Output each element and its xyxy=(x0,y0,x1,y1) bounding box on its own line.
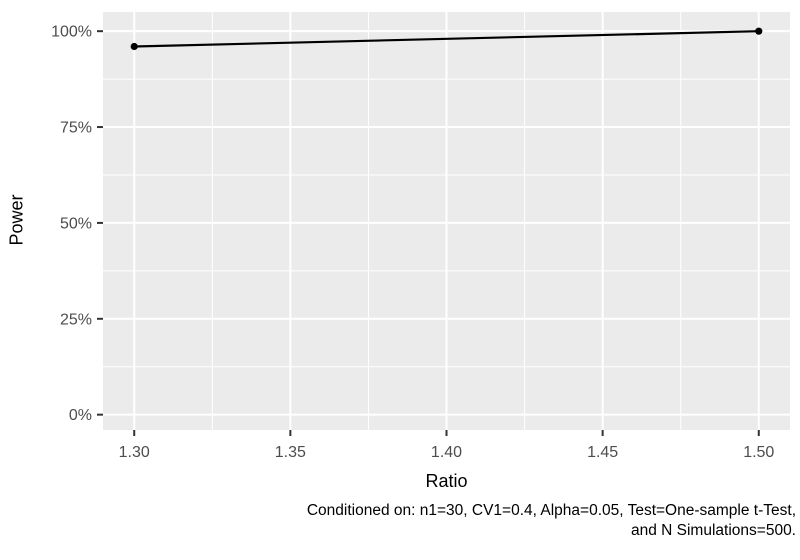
data-point xyxy=(130,42,138,51)
data-point xyxy=(755,27,763,35)
y-tick-label: 0% xyxy=(69,407,92,424)
x-tick-label: 1.40 xyxy=(431,444,462,461)
plot-caption: Conditioned on: n1=30, CV1=0.4, Alpha=0.… xyxy=(16,501,796,541)
series-line xyxy=(134,30,759,48)
x-axis-title: Ratio xyxy=(425,471,468,491)
caption-line-1: Conditioned on: n1=30, CV1=0.4, Alpha=0.… xyxy=(306,502,796,519)
x-tick-label: 1.50 xyxy=(743,444,774,461)
y-axis-title-text: Power xyxy=(6,194,27,246)
y-tick-label: 50% xyxy=(60,215,92,232)
x-tick-label: 1.30 xyxy=(119,444,150,461)
caption-line-2: and N Simulations=500. xyxy=(630,522,796,539)
x-tick-label: 1.35 xyxy=(275,444,306,461)
x-tick-label: 1.45 xyxy=(587,444,618,461)
y-tick-label: 100% xyxy=(51,24,92,41)
y-tick-label: 75% xyxy=(60,120,92,137)
y-tick-label: 25% xyxy=(60,311,92,328)
